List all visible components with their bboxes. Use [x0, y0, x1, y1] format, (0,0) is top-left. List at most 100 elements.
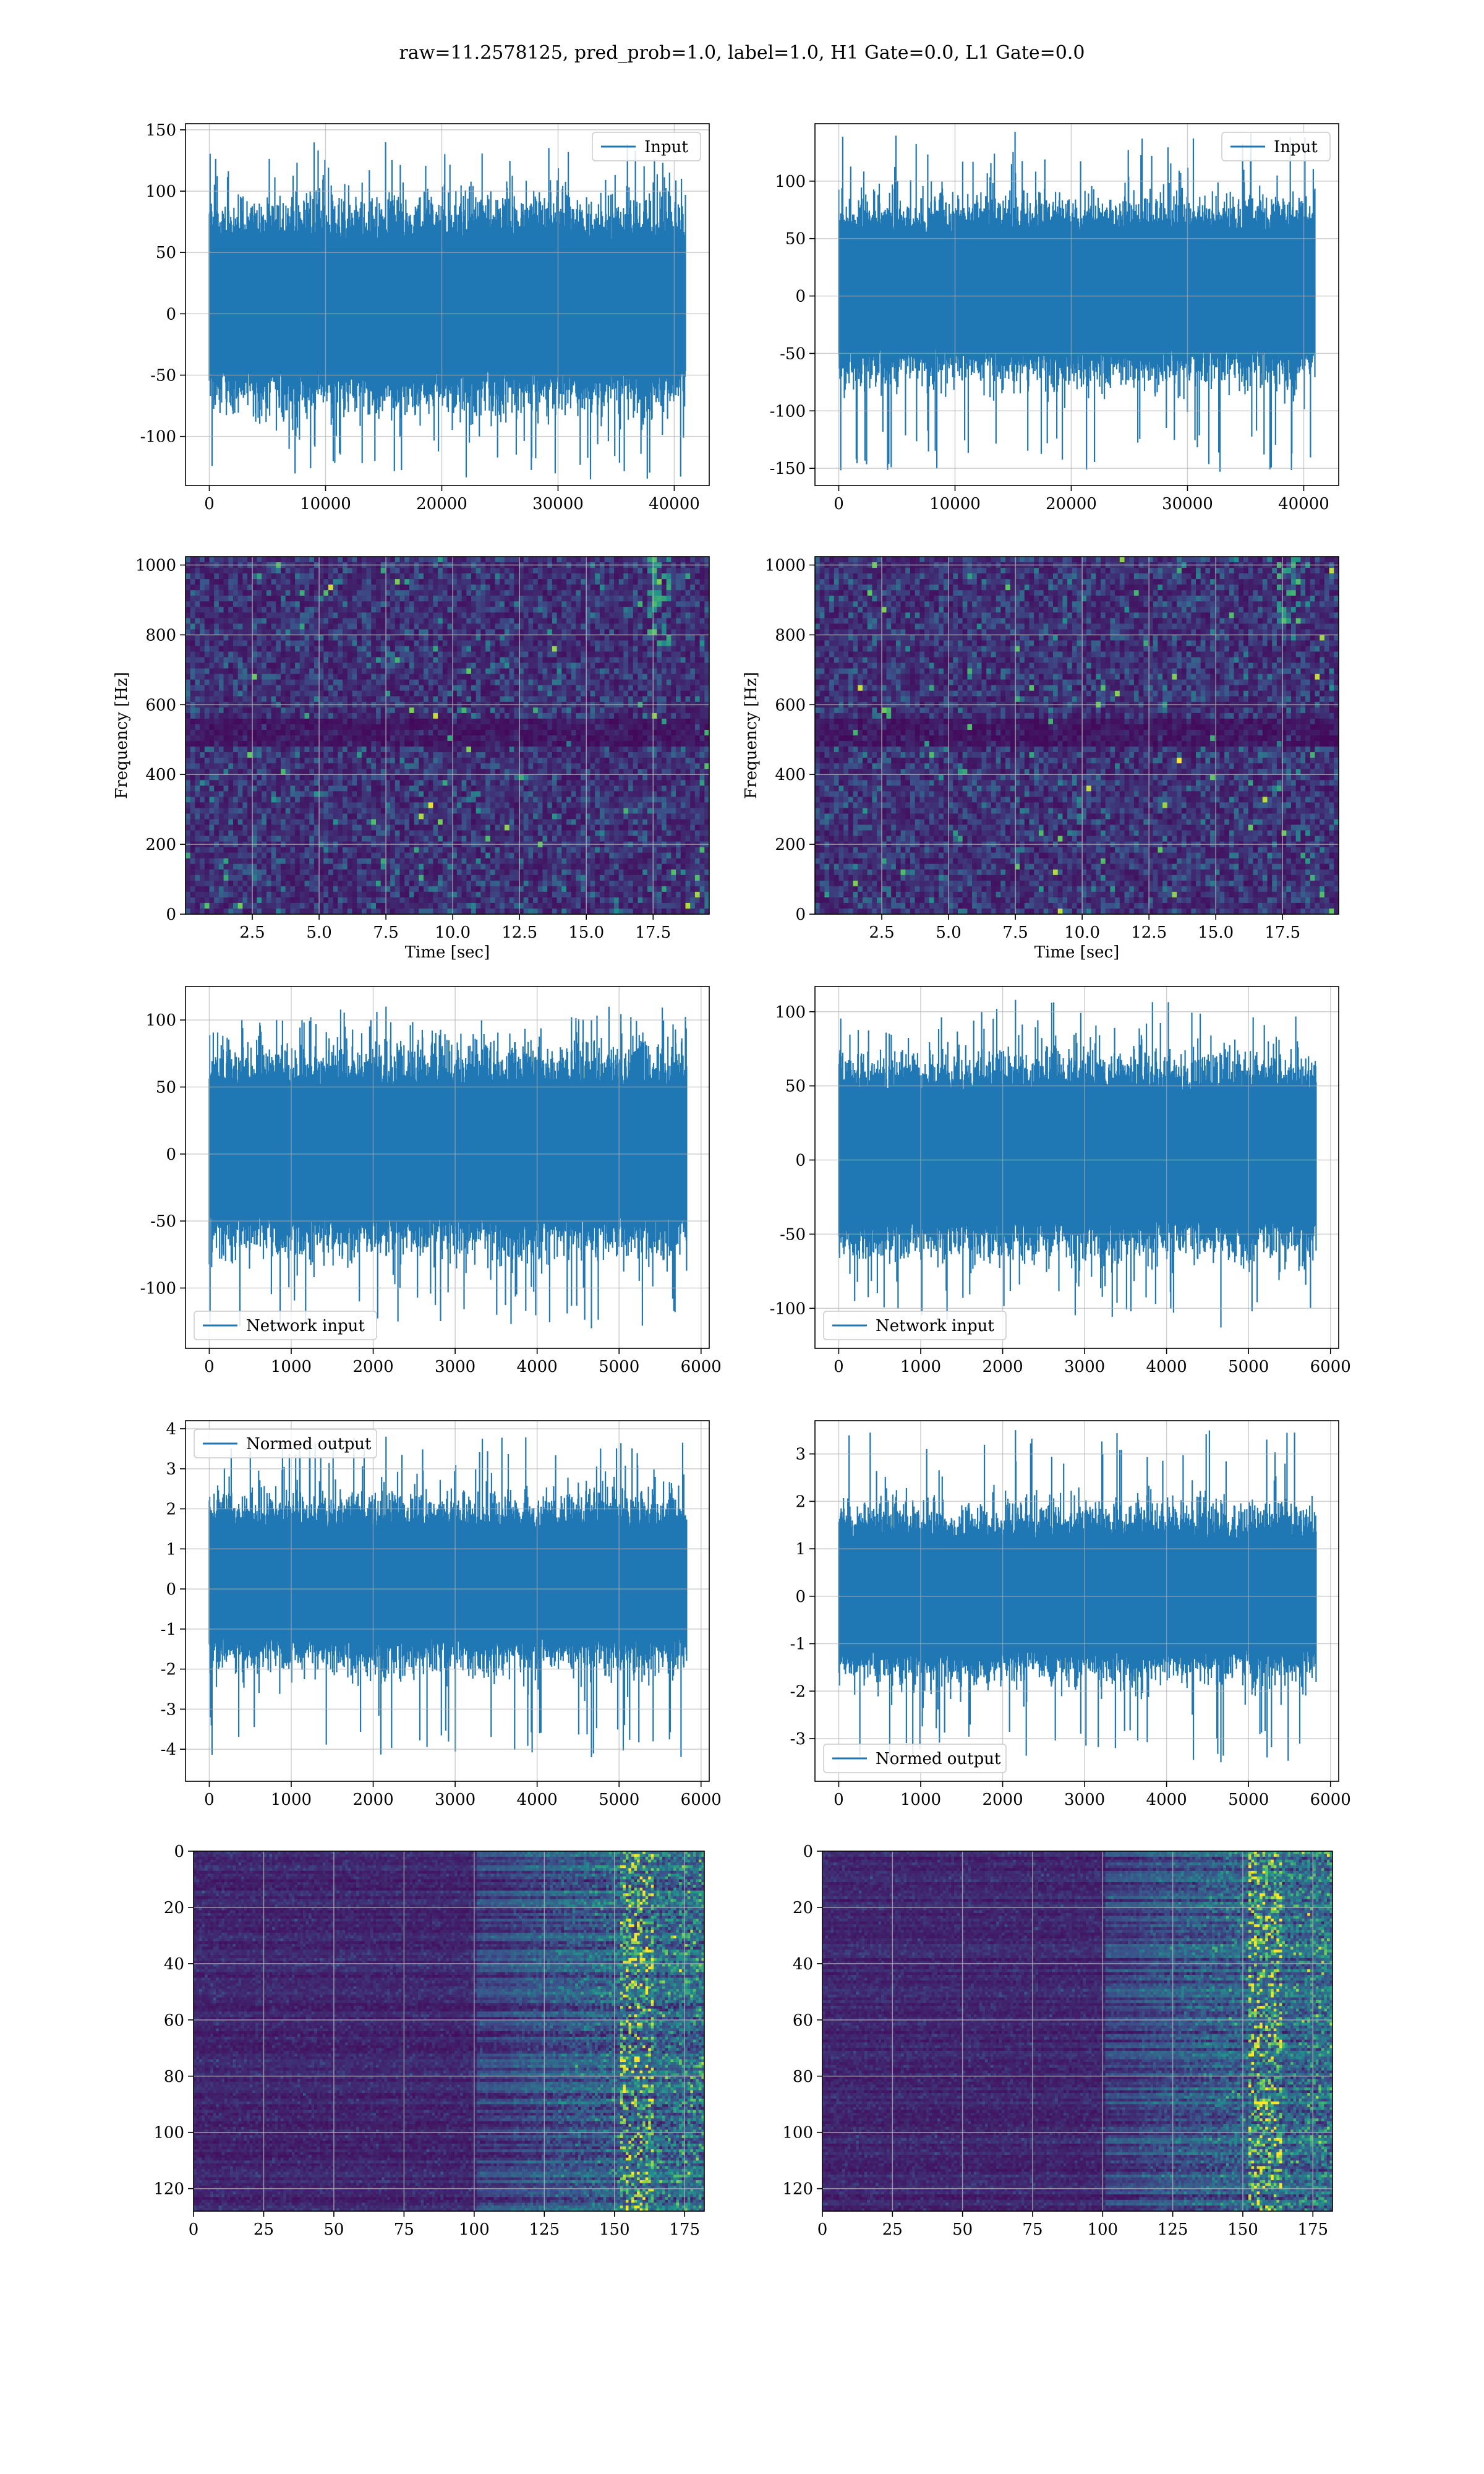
- legend-label: Input: [1274, 138, 1318, 156]
- y-tick-label: 50: [785, 230, 806, 249]
- plot-area: [210, 142, 686, 479]
- y-tick-label: 120: [153, 2180, 184, 2199]
- y-tick-label: 100: [775, 173, 806, 191]
- legend: Normed output: [194, 1429, 377, 1458]
- x-tick-label: 4000: [517, 1791, 558, 1809]
- x-tick-label: 100: [459, 2220, 490, 2239]
- y-tick-label: 80: [793, 2068, 813, 2086]
- chart-r4c2: 0 1000 2000 3000 4000 5000 6000-3-2-10123Norme…: [790, 1421, 1351, 1809]
- x-tick-label: 30000: [1162, 495, 1213, 513]
- x-tick-label: 1000: [900, 1358, 941, 1376]
- x-tick-label: 150: [599, 2220, 630, 2239]
- y-tick-label: 0: [803, 1843, 813, 1861]
- y-tick-label: 100: [145, 182, 176, 201]
- x-tick-label: 0: [204, 1791, 215, 1809]
- x-tick-label: 0: [834, 495, 844, 513]
- y-tick-label: -2: [161, 1661, 176, 1679]
- x-tick-label: 6000: [681, 1791, 722, 1809]
- x-tick-label: 15.0: [568, 923, 604, 942]
- y-tick-label: 800: [145, 626, 176, 644]
- x-tick-label: 2000: [352, 1791, 393, 1809]
- y-tick-label: 0: [795, 1588, 806, 1606]
- x-tick-label: 5000: [1228, 1791, 1269, 1809]
- x-tick-label: 12.5: [501, 923, 537, 942]
- y-tick-label: 100: [775, 1003, 806, 1022]
- legend: Network input: [824, 1311, 1006, 1340]
- chart-r3c1: 0 1000 2000 3000 4000 5000 6000-100-50050100Ne…: [140, 987, 722, 1376]
- x-tick-label: 1000: [900, 1791, 941, 1809]
- y-tick-label: 50: [785, 1077, 806, 1096]
- plot-area: [815, 557, 1339, 915]
- y-tick-label: -50: [150, 1212, 176, 1231]
- x-tick-label: 5000: [599, 1358, 639, 1376]
- y-tick-label: -1: [161, 1620, 176, 1639]
- legend-label: Network input: [246, 1317, 365, 1335]
- plot-area: [209, 1007, 686, 1329]
- chart-r1c2: 0 10000 20000 30000 40000-150-100-50050100In…: [770, 124, 1339, 513]
- x-tick-label: 30000: [532, 495, 584, 513]
- y-tick-label: 40: [164, 1955, 184, 1974]
- x-tick-label: 75: [394, 2220, 414, 2239]
- legend-label: Network input: [876, 1317, 994, 1335]
- x-tick-label: 6000: [1310, 1791, 1351, 1809]
- y-tick-label: 800: [775, 626, 806, 644]
- chart-r4c1: 0 1000 2000 3000 4000 5000 6000-4-3-2-101234No…: [161, 1420, 722, 1809]
- chart-r1c1: 0 10000 20000 30000 40000-100-50050100150Inp…: [140, 121, 709, 513]
- x-tick-label: 0: [204, 495, 215, 513]
- x-tick-label: 17.5: [635, 923, 671, 942]
- x-tick-label: 175: [1297, 2220, 1328, 2239]
- legend: Network input: [194, 1311, 377, 1340]
- y-tick-label: 400: [145, 766, 176, 784]
- x-tick-label: 2.5: [239, 923, 265, 942]
- y-tick-label: 1000: [765, 557, 806, 575]
- y-tick-label: -2: [790, 1682, 806, 1701]
- x-tick-label: 50: [952, 2220, 973, 2239]
- legend-label: Normed output: [876, 1750, 1001, 1768]
- series-body: [838, 1539, 1316, 1648]
- x-axis-label: Time [sec]: [1034, 943, 1120, 962]
- x-tick-label: 0: [817, 2220, 828, 2239]
- x-tick-label: 10000: [929, 495, 981, 513]
- legend: Input: [1222, 132, 1330, 161]
- y-tick-label: 0: [166, 1580, 176, 1599]
- y-tick-label: 120: [782, 2180, 813, 2199]
- x-tick-label: 40000: [1278, 495, 1329, 513]
- x-tick-label: 1000: [271, 1791, 312, 1809]
- y-tick-label: 50: [156, 244, 176, 262]
- y-tick-label: 20: [164, 1899, 184, 1917]
- y-tick-label: -100: [770, 402, 806, 421]
- series-body: [209, 1087, 686, 1215]
- x-tick-label: 4000: [1146, 1358, 1187, 1376]
- x-tick-label: 10.0: [1064, 923, 1100, 942]
- x-tick-label: 4000: [517, 1358, 558, 1376]
- x-tick-label: 100: [1087, 2220, 1118, 2239]
- y-tick-label: 2: [166, 1500, 176, 1519]
- y-tick-label: 0: [795, 288, 806, 306]
- x-tick-label: 5.0: [306, 923, 331, 942]
- y-tick-label: -50: [780, 1225, 806, 1244]
- x-tick-label: 6000: [1310, 1358, 1351, 1376]
- y-tick-label: 2: [795, 1492, 806, 1511]
- y-tick-label: 0: [166, 305, 176, 323]
- x-tick-label: 4000: [1146, 1791, 1187, 1809]
- x-tick-label: 20000: [416, 495, 467, 513]
- y-tick-label: 100: [782, 2124, 813, 2142]
- y-tick-label: -100: [770, 1299, 806, 1318]
- y-tick-label: 3: [166, 1460, 176, 1479]
- x-tick-label: 2000: [352, 1358, 393, 1376]
- x-tick-label: 3000: [1064, 1358, 1105, 1376]
- x-tick-label: 0: [834, 1358, 844, 1376]
- y-tick-label: -150: [770, 460, 806, 478]
- y-tick-label: 50: [156, 1079, 176, 1097]
- x-tick-label: 175: [669, 2220, 700, 2239]
- y-tick-label: 1: [795, 1540, 806, 1559]
- x-tick-label: 1000: [271, 1358, 312, 1376]
- y-tick-label: 100: [153, 2124, 184, 2142]
- y-tick-label: 0: [166, 905, 176, 924]
- y-tick-label: -3: [790, 1730, 806, 1748]
- y-axis-label: Frequency [Hz]: [113, 672, 131, 799]
- series-body: [210, 240, 686, 369]
- y-tick-label: 20: [793, 1899, 813, 1917]
- x-tick-label: 150: [1227, 2220, 1258, 2239]
